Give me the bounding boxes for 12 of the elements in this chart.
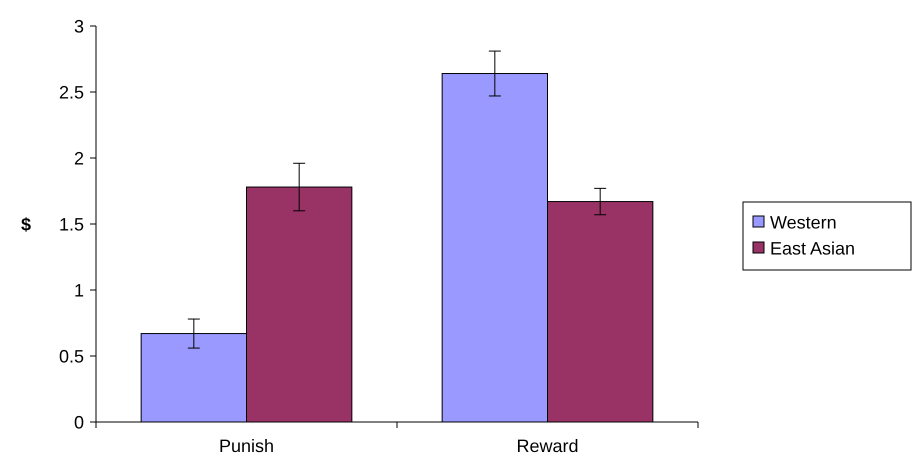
y-tick-label: 2 xyxy=(74,148,84,168)
y-tick-label: 0 xyxy=(74,412,84,432)
y-tick-label: 1.5 xyxy=(58,214,84,234)
y-axis-title: $ xyxy=(20,214,32,234)
x-tick-label: Reward xyxy=(516,436,579,456)
x-tick-label: Punish xyxy=(218,436,274,456)
y-tick-label: 3 xyxy=(74,16,84,36)
legend-label: East Asian xyxy=(770,238,856,258)
legend-label: Western xyxy=(770,212,837,232)
y-tick-label: 1 xyxy=(74,280,84,300)
y-tick-label: 2.5 xyxy=(58,82,84,102)
y-tick-label: 0.5 xyxy=(58,346,84,366)
